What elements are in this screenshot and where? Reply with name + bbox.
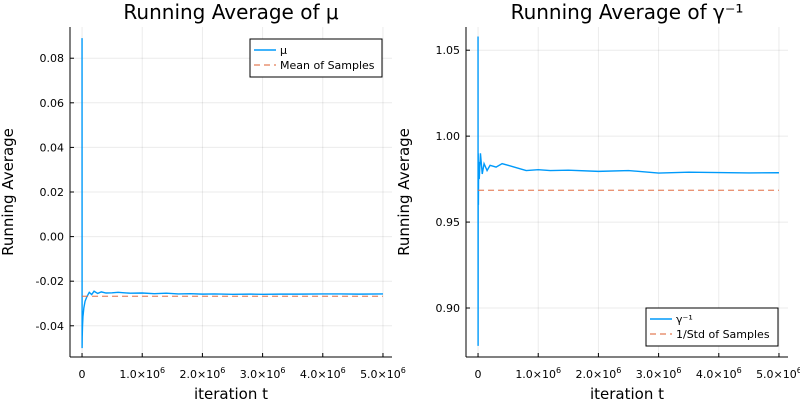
- y-tick-label: 0.95: [436, 216, 461, 229]
- legend-label: γ⁻¹: [676, 313, 693, 326]
- y-tick-label: 0.08: [40, 52, 65, 65]
- x-tick-label: 4.0×106: [300, 366, 346, 381]
- y-tick-label: 0.02: [40, 186, 65, 199]
- x-tick-exponent: 6: [341, 366, 346, 375]
- x-tick-label: 1.0×106: [119, 366, 165, 381]
- x-tick-label: 3.0×106: [636, 366, 682, 381]
- x-tick-label: 3.0×106: [240, 366, 286, 381]
- x-tick-exponent: 6: [556, 366, 561, 375]
- x-tick-label: 0: [475, 368, 482, 381]
- x-tick-label: 2.0×106: [576, 366, 622, 381]
- x-tick-exponent: 6: [220, 366, 225, 375]
- series-line-running-average: [81, 38, 383, 349]
- chart-title: Running Average of μ: [123, 0, 338, 24]
- series-line-running-average: [477, 36, 779, 346]
- x-tick-exponent: 6: [676, 366, 681, 375]
- y-tick-label: -0.04: [36, 320, 64, 333]
- legend-label: μ: [280, 44, 287, 57]
- legend-label: 1/Std of Samples: [676, 328, 770, 341]
- y-tick-label: 0.00: [40, 231, 65, 244]
- chart-title: Running Average of γ⁻¹: [511, 0, 744, 24]
- x-axis-label: iteration t: [194, 385, 268, 400]
- x-tick-exponent: 6: [280, 366, 285, 375]
- legend-box: [645, 307, 779, 347]
- x-tick-exponent: 6: [616, 366, 621, 375]
- x-tick-label: 4.0×106: [696, 366, 742, 381]
- y-tick-label: 0.04: [40, 141, 65, 154]
- y-tick-label: 0.90: [436, 302, 461, 315]
- legend-box: [249, 38, 383, 78]
- x-axis-label: iteration t: [590, 385, 664, 400]
- x-tick-label: 5.0×106: [360, 366, 406, 381]
- x-tick-label: 2.0×106: [180, 366, 226, 381]
- y-tick-label: 1.00: [436, 130, 461, 143]
- chart-panel-2: 0 1.0×106 2.0×106 3.0×106 4.0×106 5.0×106 0.90…: [395, 0, 800, 400]
- x-tick-exponent: 6: [160, 366, 165, 375]
- chart-panel-1: 0 1.0×106 2.0×106 3.0×106 4.0×106 5.0×106 -0.0…: [0, 0, 406, 400]
- x-tick-label: 1.0×106: [515, 366, 561, 381]
- y-tick-label: -0.02: [36, 275, 64, 288]
- legend: μ Mean of Samples: [249, 38, 383, 78]
- x-tick-label: 5.0×106: [756, 366, 800, 381]
- x-tick-exponent: 6: [401, 366, 406, 375]
- x-tick-exponent: 6: [797, 366, 800, 375]
- y-axis-label: Running Average: [395, 128, 413, 256]
- y-tick-label: 0.06: [40, 97, 65, 110]
- legend: γ⁻¹ 1/Std of Samples: [645, 307, 779, 347]
- legend-label: Mean of Samples: [280, 59, 375, 72]
- y-tick-label: 1.05: [436, 44, 461, 57]
- x-tick-exponent: 6: [737, 366, 742, 375]
- y-axis-label: Running Average: [0, 128, 17, 256]
- x-tick-label: 0: [79, 368, 86, 381]
